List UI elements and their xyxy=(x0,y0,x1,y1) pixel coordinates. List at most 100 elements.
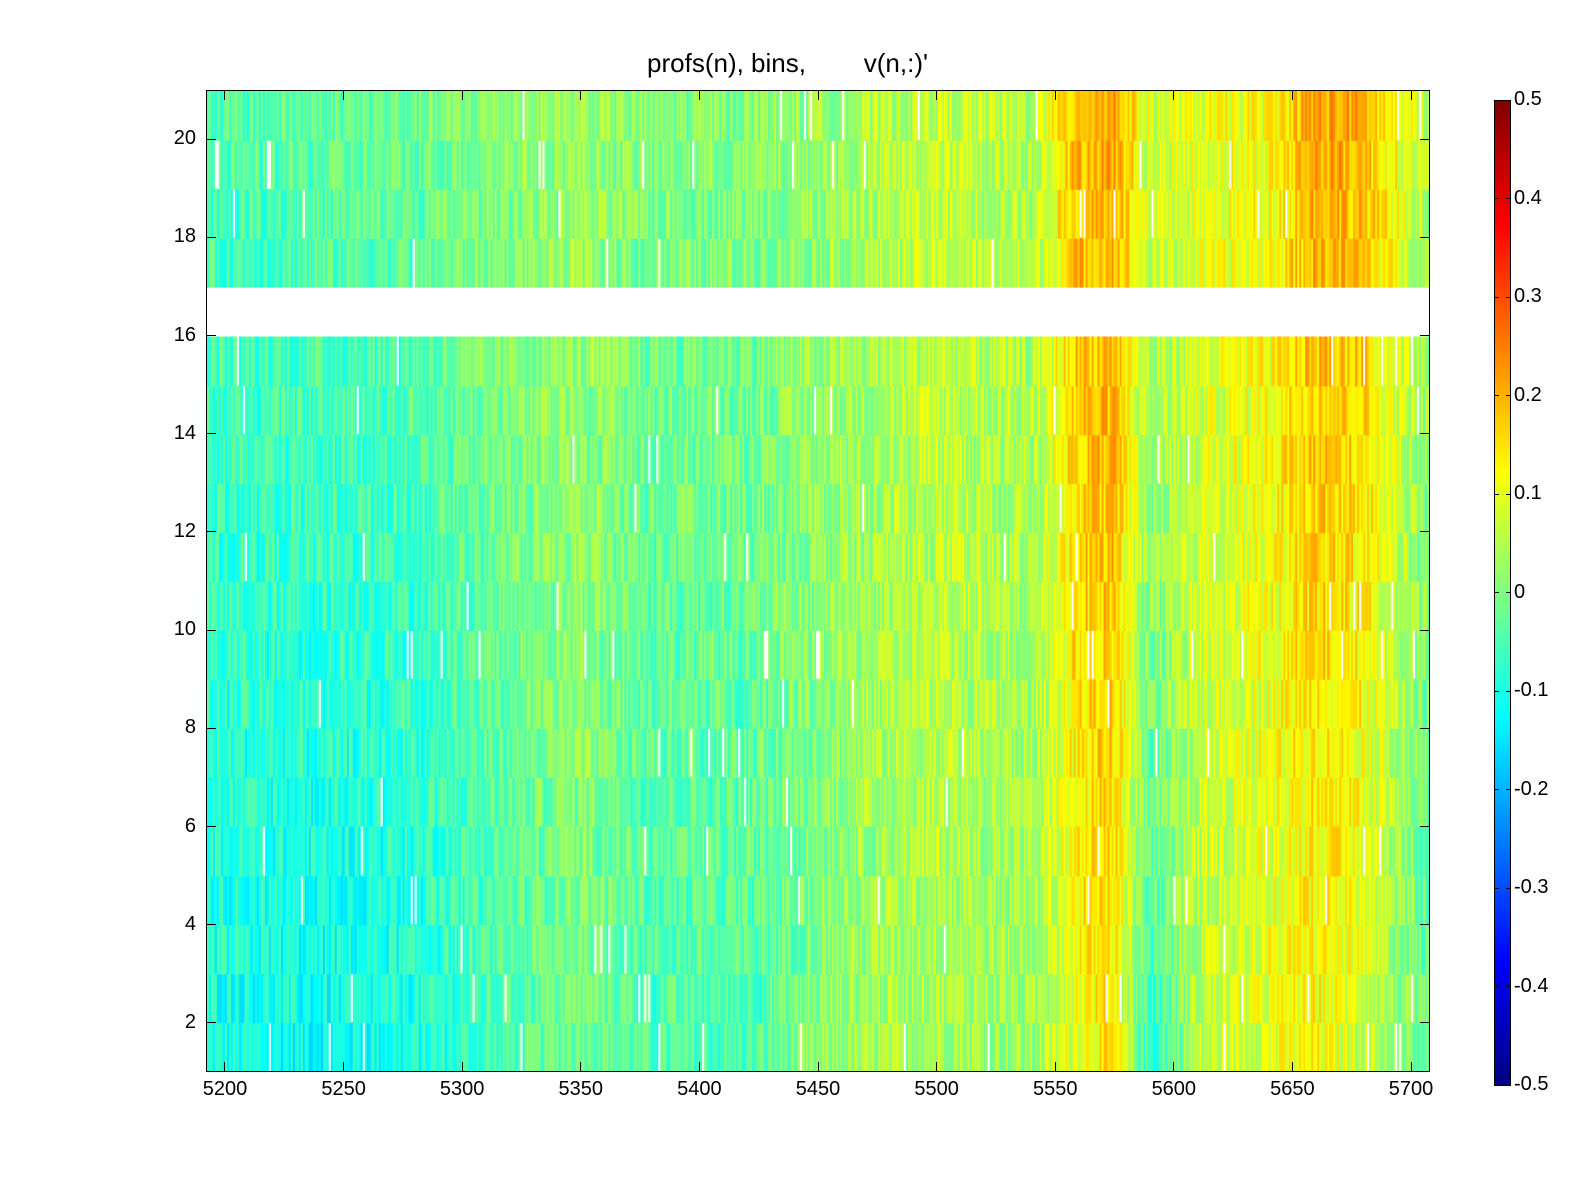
colorbar-tick-mark-right xyxy=(1506,1084,1511,1086)
y-tick-mark xyxy=(206,531,216,533)
colorbar-tick-mark xyxy=(1494,99,1499,101)
x-tick-label: 5650 xyxy=(1270,1078,1315,1100)
x-tick-mark-top xyxy=(343,90,345,100)
y-tick-mark xyxy=(206,629,216,631)
x-tick-label: 5700 xyxy=(1388,1078,1434,1100)
colorbar-tick-label: -0.3 xyxy=(1514,876,1549,898)
x-tick-mark xyxy=(698,1062,700,1072)
y-tick-label: 18 xyxy=(173,225,196,248)
x-tick-mark xyxy=(343,1062,345,1072)
y-tick-mark-right xyxy=(1420,924,1430,926)
y-tick-mark-right xyxy=(1420,826,1430,827)
x-tick-mark xyxy=(1291,1062,1293,1072)
y-tick-mark xyxy=(206,924,216,926)
x-tick-mark xyxy=(580,1062,582,1072)
y-tick-label: 20 xyxy=(173,127,196,150)
colorbar-tick-label: 0 xyxy=(1514,580,1526,603)
x-tick-mark-top xyxy=(936,90,938,100)
colorbar-tick-label: 0.2 xyxy=(1514,383,1542,406)
y-tick-mark xyxy=(206,826,216,827)
y-tick-mark-right xyxy=(1420,335,1430,336)
x-tick-label: 5450 xyxy=(795,1078,841,1100)
y-tick-mark xyxy=(206,236,216,238)
x-tick-label: 5550 xyxy=(1032,1078,1078,1100)
y-tick-mark-right xyxy=(1420,531,1430,533)
x-tick-mark xyxy=(1054,1062,1056,1072)
y-tick-mark xyxy=(206,727,216,729)
y-tick-label: 8 xyxy=(184,716,196,739)
y-tick-mark xyxy=(206,335,216,336)
x-tick-mark xyxy=(936,1062,938,1072)
y-tick-mark-right xyxy=(1420,727,1430,729)
x-tick-mark xyxy=(224,1062,226,1072)
x-tick-label: 5400 xyxy=(677,1078,722,1100)
x-tick-mark-top xyxy=(1173,90,1175,100)
x-tick-label: 5250 xyxy=(321,1078,366,1100)
y-tick-mark-right xyxy=(1420,1022,1430,1024)
y-tick-mark-right xyxy=(1420,629,1430,631)
y-tick-label: 12 xyxy=(173,519,196,542)
colorbar-tick-mark-right xyxy=(1506,99,1511,101)
x-tick-mark xyxy=(1173,1062,1175,1072)
colorbar-tick-label: 0.4 xyxy=(1514,186,1542,209)
colorbar-tick-mark-right xyxy=(1506,296,1511,298)
colorbar xyxy=(1494,100,1511,1086)
x-tick-mark xyxy=(461,1062,463,1072)
x-tick-mark-top xyxy=(817,90,819,100)
x-tick-label: 5200 xyxy=(202,1078,248,1100)
colorbar-tick-mark xyxy=(1494,887,1499,889)
x-tick-label: 5350 xyxy=(558,1078,604,1100)
y-tick-label: 4 xyxy=(184,912,196,935)
y-tick-label: 14 xyxy=(173,421,196,444)
colorbar-tick-mark-right xyxy=(1506,493,1511,495)
x-tick-mark-top xyxy=(580,90,582,100)
x-tick-label: 5300 xyxy=(439,1078,485,1100)
colorbar-tick-mark xyxy=(1494,198,1499,199)
colorbar-tick-label: -0.4 xyxy=(1514,974,1549,997)
y-tick-mark xyxy=(206,433,216,435)
y-tick-mark-right xyxy=(1420,433,1430,435)
colorbar-tick-label: -0.2 xyxy=(1514,777,1549,800)
y-tick-label: 2 xyxy=(184,1010,196,1033)
x-tick-mark xyxy=(1410,1062,1412,1072)
colorbar-tick-label: 0.3 xyxy=(1514,285,1542,307)
x-tick-label: 5600 xyxy=(1151,1078,1197,1100)
colorbar-tick-mark-right xyxy=(1506,986,1511,987)
colorbar-tick-label: 0.5 xyxy=(1514,88,1542,110)
colorbar-tick-mark-right xyxy=(1506,592,1511,593)
x-tick-mark-top xyxy=(1054,90,1056,100)
chart-title: profs(n), bins, v(n,:)' xyxy=(647,48,928,78)
colorbar-tick-mark-right xyxy=(1506,887,1511,889)
colorbar-tick-label: 0.1 xyxy=(1514,482,1542,504)
colorbar-tick-label: -0.1 xyxy=(1514,679,1549,701)
y-tick-label: 16 xyxy=(173,323,196,346)
y-tick-label: 10 xyxy=(173,618,196,641)
y-tick-mark-right xyxy=(1420,138,1430,140)
colorbar-tick-mark xyxy=(1494,296,1499,298)
y-tick-mark xyxy=(206,138,216,140)
x-tick-mark-top xyxy=(698,90,700,100)
colorbar-tick-mark-right xyxy=(1506,395,1511,396)
plot-area xyxy=(206,90,1430,1072)
x-tick-mark xyxy=(817,1062,819,1072)
colorbar-tick-mark-right xyxy=(1506,198,1511,199)
colorbar-tick-mark xyxy=(1494,493,1499,495)
x-tick-mark-top xyxy=(224,90,226,100)
colorbar-gradient xyxy=(1495,101,1510,1085)
y-tick-mark xyxy=(206,1022,216,1024)
colorbar-tick-mark-right xyxy=(1506,690,1511,692)
y-tick-mark-right xyxy=(1420,236,1430,238)
x-tick-mark-top xyxy=(461,90,463,100)
colorbar-tick-mark xyxy=(1494,690,1499,692)
colorbar-tick-mark xyxy=(1494,986,1499,987)
colorbar-tick-mark xyxy=(1494,1084,1499,1086)
x-tick-label: 5500 xyxy=(914,1078,959,1100)
y-tick-label: 6 xyxy=(184,814,196,837)
x-tick-mark-top xyxy=(1291,90,1293,100)
colorbar-tick-mark xyxy=(1494,592,1499,593)
colorbar-tick-mark-right xyxy=(1506,789,1511,790)
heatmap-cells xyxy=(207,91,1429,1071)
colorbar-tick-mark xyxy=(1494,789,1499,790)
x-tick-mark-top xyxy=(1410,90,1412,100)
